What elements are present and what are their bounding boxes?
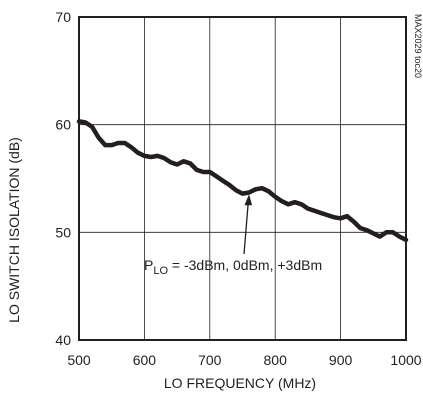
x-tick-label-600: 600 xyxy=(133,352,157,368)
y-tick-label-70: 70 xyxy=(55,9,71,25)
tick-labels: 500 600 700 800 900 1000 40 50 60 70 xyxy=(55,9,421,368)
y-axis-title: LO SWITCH ISOLATION (dB) xyxy=(6,137,22,323)
annotation-arrowhead xyxy=(244,194,253,206)
y-tick-label-40: 40 xyxy=(55,332,71,348)
x-tick-label-900: 900 xyxy=(329,352,353,368)
annotation-subscript: LO xyxy=(153,265,168,277)
grid-lines xyxy=(79,17,406,340)
y-tick-label-50: 50 xyxy=(55,224,71,240)
annotation-leader-line xyxy=(243,202,249,255)
x-axis-title: LO FREQUENCY (MHz) xyxy=(164,375,316,391)
annotation-p: P xyxy=(144,257,153,273)
x-tick-label-500: 500 xyxy=(67,352,91,368)
series-line-0 xyxy=(76,119,409,243)
series-group xyxy=(76,119,409,243)
annotation-label: PLO = -3dBm, 0dBm, +3dBm xyxy=(144,257,322,277)
x-tick-label-700: 700 xyxy=(198,352,222,368)
plot-frame xyxy=(78,16,407,341)
annotation: PLO = -3dBm, 0dBm, +3dBm xyxy=(144,194,322,277)
figure-id-label: MAX2029 toc20 xyxy=(413,14,423,78)
annotation-values: = -3dBm, 0dBm, +3dBm xyxy=(168,257,322,273)
x-tick-label-800: 800 xyxy=(264,352,288,368)
y-tick-label-60: 60 xyxy=(55,117,71,133)
x-tick-label-1000: 1000 xyxy=(390,352,421,368)
